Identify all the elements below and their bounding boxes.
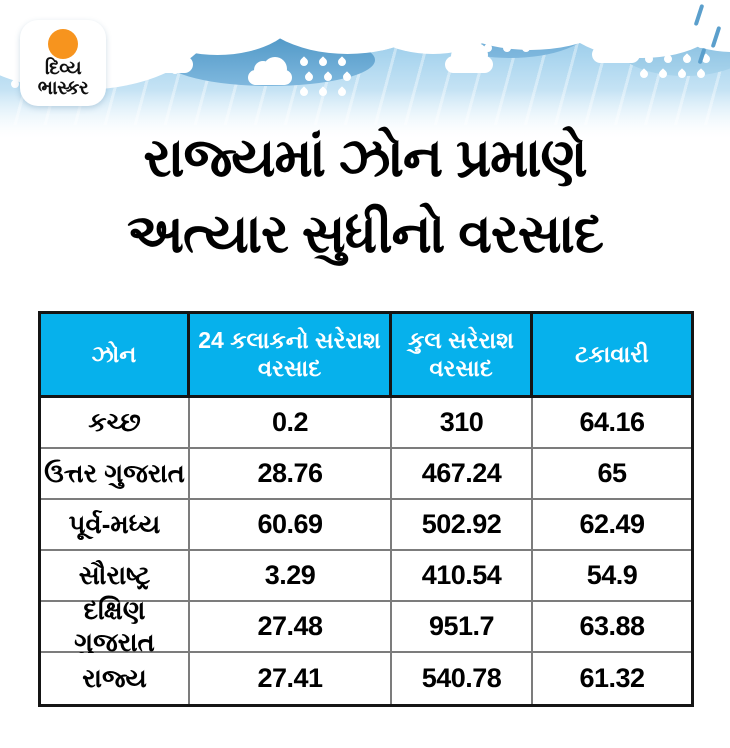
zone-name: સૌરાષ્ટ્ર <box>41 551 190 602</box>
rain-24h-value: 60.69 <box>190 500 392 551</box>
percentage-value: 64.16 <box>533 398 691 449</box>
percentage-value: 62.49 <box>533 500 691 551</box>
percentage-value: 54.9 <box>533 551 691 602</box>
zone-name: પૂર્વ-મધ્ય <box>41 500 190 551</box>
rainfall-table: ઝોન 24 કલાકનો સરેરાશ વરસાદ કુલ સરેરાશ વર… <box>38 311 694 707</box>
table-header-row: ઝોન 24 કલાકનો સરેરાશ વરસાદ કુલ સરેરાશ વર… <box>41 314 691 398</box>
zone-name: ઉત્તર ગુજરાત <box>41 449 190 500</box>
total-rain-value: 951.7 <box>392 602 533 653</box>
rain-24h-value: 0.2 <box>190 398 392 449</box>
logo-text-line1: દિવ્ય <box>44 58 82 79</box>
zone-name: રાજ્ય <box>41 653 190 704</box>
table-row: દક્ષિણ ગુજરાત 27.48 951.7 63.88 <box>41 595 691 657</box>
sun-icon <box>48 29 78 59</box>
percentage-value: 61.32 <box>533 653 691 704</box>
rain-24h-value: 3.29 <box>190 551 392 602</box>
logo-text-line2: ભાસ્કર <box>37 78 89 99</box>
rain-24h-value: 27.48 <box>190 602 392 653</box>
total-rain-value: 310 <box>392 398 533 449</box>
banner-fade <box>0 0 730 145</box>
title-line1: રાજ્યમાં ઝોન પ્રમાણે <box>143 128 587 188</box>
table-row: સૌરાષ્ટ્ર 3.29 410.54 54.9 <box>41 551 691 602</box>
rain-24h-value: 28.76 <box>190 449 392 500</box>
total-rain-value: 410.54 <box>392 551 533 602</box>
rain-24h-value: 27.41 <box>190 653 392 704</box>
table-row: પૂર્વ-મધ્ય 60.69 502.92 62.49 <box>41 500 691 551</box>
table-row: રાજ્ય 27.41 540.78 61.32 <box>41 653 691 704</box>
zone-name: દક્ષિણ ગુજરાત <box>41 595 190 657</box>
column-header-24h-average: 24 કલાકનો સરેરાશ વરસાદ <box>190 314 392 398</box>
column-header-total-average: કુલ સરેરાશ વરસાદ <box>392 314 533 398</box>
table-row: ઉત્તર ગુજરાત 28.76 467.24 65 <box>41 449 691 500</box>
total-rain-value: 502.92 <box>392 500 533 551</box>
total-rain-value: 540.78 <box>392 653 533 704</box>
table-row: કચ્છ 0.2 310 64.16 <box>41 398 691 449</box>
zone-name: કચ્છ <box>41 398 190 449</box>
percentage-value: 65 <box>533 449 691 500</box>
total-rain-value: 467.24 <box>392 449 533 500</box>
column-header-percentage: ટકાવારી <box>533 314 691 398</box>
percentage-value: 63.88 <box>533 602 691 653</box>
title-line2: અત્યાર સુધીનો વરસાદ <box>127 204 604 264</box>
divya-bhaskar-logo: દિવ્ય ભાસ્કર <box>20 20 106 106</box>
page-title: રાજ્યમાં ઝોન પ્રમાણે અત્યાર સુધીનો વરસાદ <box>0 120 730 272</box>
column-header-zone: ઝોન <box>41 314 190 398</box>
